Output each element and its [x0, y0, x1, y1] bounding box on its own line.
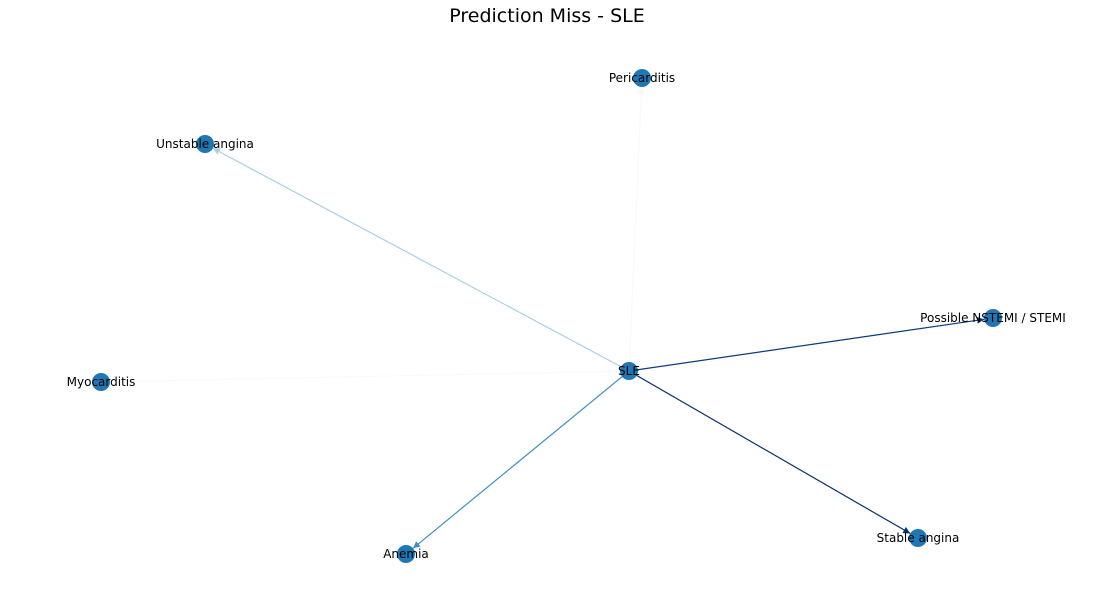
edges-layer [109, 86, 985, 549]
edge-sle-to-stable-angina [628, 370, 911, 535]
node-label-stable-angina: Stable angina [877, 531, 960, 545]
node-label-possible-nstemi-stemi: Possible NSTEMI / STEMI [920, 311, 1066, 325]
node-label-anemia: Anemia [383, 547, 429, 561]
edge-sle-to-myocarditis [109, 370, 630, 386]
node-possible-nstemi-stemi [984, 309, 1002, 327]
nodes-layer [92, 69, 1002, 563]
node-label-sle: SLE [618, 364, 640, 378]
node-anemia [397, 545, 415, 563]
node-label-pericarditis: Pericarditis [609, 71, 675, 85]
edge-sle-to-anemia [412, 370, 630, 549]
node-stable-angina [909, 529, 927, 547]
node-sle [620, 362, 638, 380]
edge-sle-to-unstable-angina [212, 147, 630, 372]
edge-sle-to-possible-nstemi-stemi [628, 316, 985, 372]
labels-layer: SLE Pericarditis Unstable angina Possible N… [67, 71, 1066, 561]
node-myocarditis [92, 373, 110, 391]
graph-title: Prediction Miss - SLE [449, 5, 644, 27]
edge-sle-to-pericarditis [628, 86, 645, 372]
node-label-unstable-angina: Unstable angina [156, 137, 254, 151]
node-pericarditis [633, 69, 651, 87]
node-label-myocarditis: Myocarditis [67, 375, 136, 389]
node-unstable-angina [196, 135, 214, 153]
